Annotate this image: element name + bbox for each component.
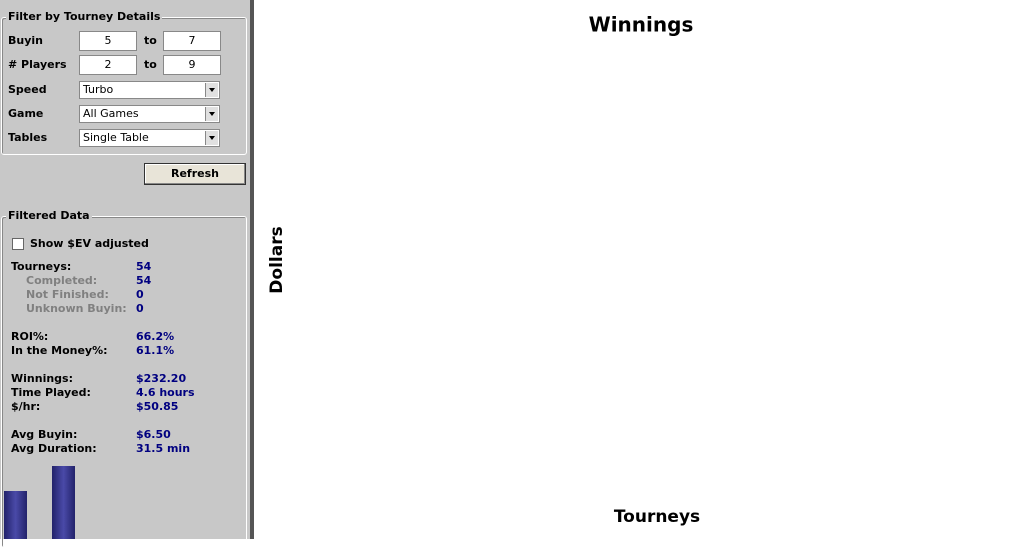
checkbox[interactable] bbox=[12, 238, 24, 250]
field-label: Tables bbox=[8, 131, 48, 145]
dropdown-arrow[interactable]: $0$0$46$46$93$93$139$139$186$186$232$232… bbox=[205, 82, 218, 97]
stat-value: 66.2% bbox=[136, 330, 175, 343]
arrow-icon bbox=[209, 136, 215, 141]
stat-value: $232.20 bbox=[136, 372, 187, 385]
stat-value: 31.5 min bbox=[136, 442, 191, 455]
group-title: Filtered Data bbox=[6, 209, 92, 222]
x-axis-label: Tourneys bbox=[614, 507, 700, 527]
stat-value: 4.6 hours bbox=[136, 386, 195, 399]
stat-label: Time Played: bbox=[11, 386, 91, 399]
range-from[interactable]: 5 bbox=[79, 31, 137, 51]
stat-label: In the Money%: bbox=[11, 344, 108, 357]
stat-label: Not Finished: bbox=[26, 288, 109, 301]
stat-label: Unknown Buyin: bbox=[26, 302, 127, 315]
range-to[interactable]: 9 bbox=[163, 55, 221, 76]
divider bbox=[250, 0, 254, 539]
stat-value: $6.50 bbox=[136, 428, 171, 441]
chart-title: Winnings bbox=[589, 13, 694, 37]
range-sep: to bbox=[144, 34, 157, 47]
range-sep: to bbox=[144, 58, 157, 72]
range-from[interactable]: 2 bbox=[79, 55, 137, 76]
bar-icon bbox=[4, 491, 27, 539]
arrow-icon bbox=[209, 111, 215, 116]
stat-value: 61.1% bbox=[136, 344, 175, 357]
stat-label: Avg Buyin: bbox=[11, 428, 78, 441]
field-label: Buyin bbox=[8, 34, 43, 47]
stat-label: $/hr: bbox=[11, 400, 41, 413]
dropdown[interactable]: Single Table bbox=[79, 129, 220, 148]
field-label: Speed bbox=[8, 82, 47, 96]
dropdown-arrow[interactable] bbox=[205, 106, 218, 121]
chart: Winnings Tourneys Dollars bbox=[267, 13, 700, 528]
field-label: Game bbox=[8, 106, 44, 120]
field-label: # Players bbox=[8, 58, 67, 72]
stat-value: 54 bbox=[136, 260, 152, 273]
stat-label: Completed: bbox=[26, 274, 98, 287]
stat-label: Tourneys: bbox=[11, 260, 72, 273]
stat-value: 54 bbox=[136, 274, 152, 287]
stat-label: Avg Duration: bbox=[11, 442, 97, 455]
y-axis-label: Dollars bbox=[267, 226, 287, 293]
stat-value: $50.85 bbox=[136, 400, 179, 413]
bar-icon bbox=[52, 466, 75, 539]
dropdown[interactable]: Turbo$0$0$46$46$93$93$139$139$186$186$23… bbox=[79, 80, 220, 99]
stat-value: 0 bbox=[136, 288, 144, 301]
dropdown[interactable]: All Games bbox=[79, 104, 220, 123]
checkbox-label[interactable]: Show $EV adjusted bbox=[30, 237, 149, 250]
dropdown-arrow[interactable] bbox=[205, 131, 218, 146]
filter-panel: Filter by Tourney Details Filtered Data … bbox=[0, 0, 250, 548]
arrow-icon: $0$0$46$46$93$93$139$139$186$186$232$232… bbox=[209, 87, 215, 92]
range-to[interactable]: 7 bbox=[163, 31, 221, 51]
stat-value: 0 bbox=[136, 302, 144, 315]
stat-label: ROI%: bbox=[11, 330, 49, 343]
group-title: Filter by Tourney Details bbox=[6, 10, 163, 23]
refresh-button[interactable]: Refresh bbox=[144, 163, 246, 185]
stat-label: Winnings: bbox=[11, 372, 73, 385]
